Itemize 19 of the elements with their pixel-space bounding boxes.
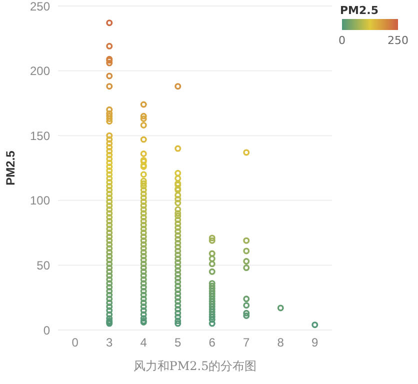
y-tick-label: 100 bbox=[30, 194, 50, 208]
x-tick-label: 0 bbox=[72, 336, 79, 350]
x-tick-label: 4 bbox=[140, 336, 148, 350]
x-tick-label: 6 bbox=[208, 336, 216, 350]
y-axis-title: PM2.5 bbox=[3, 150, 18, 186]
x-tick-label: 8 bbox=[277, 336, 284, 350]
x-tick-label: 9 bbox=[312, 336, 319, 350]
y-tick-label: 50 bbox=[36, 258, 50, 272]
y-tick-label: 150 bbox=[30, 128, 50, 143]
y-tick-label: 0 bbox=[43, 323, 50, 338]
y-tick-label: 250 bbox=[30, 0, 50, 14]
color-bar-title: PM2.5 bbox=[340, 4, 380, 17]
x-tick-label: 5 bbox=[174, 336, 182, 350]
color-bar-label: 0 bbox=[338, 34, 346, 47]
y-tick-label: 200 bbox=[30, 64, 50, 78]
x-axis-title: 风力和PM2.5的分布图 bbox=[133, 359, 257, 373]
x-tick-label: 7 bbox=[243, 336, 250, 350]
color-bar-label: 250 bbox=[388, 34, 408, 47]
x-tick-label: 3 bbox=[106, 336, 114, 350]
